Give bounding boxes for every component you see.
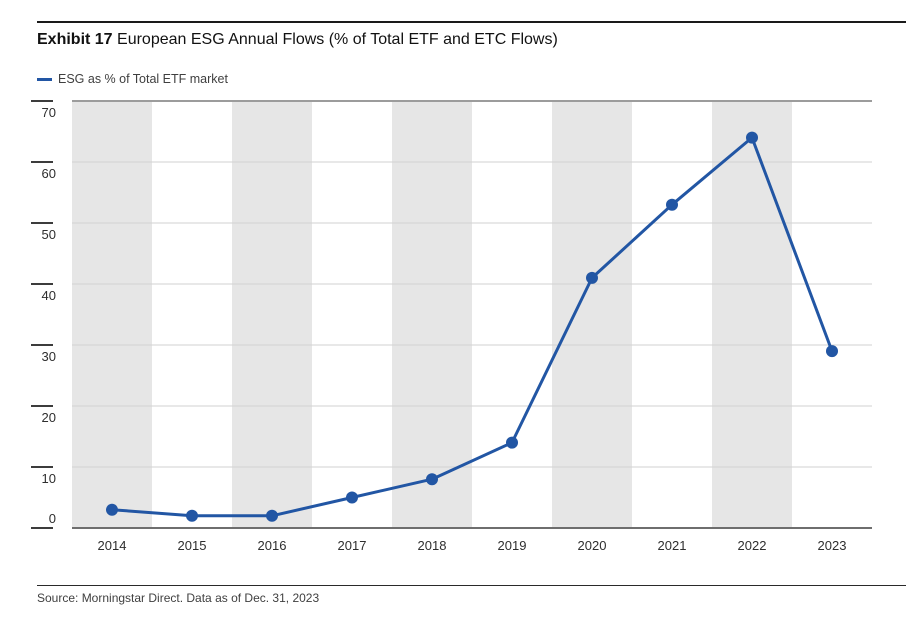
data-point — [346, 491, 358, 504]
x-tick-label: 2017 — [338, 538, 367, 553]
x-tick-label: 2015 — [178, 538, 207, 553]
y-tick-label: 30 — [42, 349, 56, 364]
series-line — [110, 136, 834, 518]
exhibit-title: Exhibit 17 European ESG Annual Flows (% … — [37, 31, 558, 49]
plot-band — [392, 102, 472, 528]
x-tick-label: 2020 — [578, 538, 607, 553]
x-tick-label: 2016 — [258, 538, 287, 553]
data-point — [186, 509, 198, 522]
data-point — [586, 271, 598, 284]
plot-band — [712, 102, 792, 528]
x-tick-label: 2019 — [498, 538, 527, 553]
legend-label: ESG as % of Total ETF market — [58, 72, 228, 86]
y-tick-label: 10 — [42, 471, 56, 486]
x-tick-label: 2022 — [738, 538, 767, 553]
x-tick-label: 2014 — [98, 538, 127, 553]
data-point — [826, 345, 838, 358]
data-point — [426, 473, 438, 486]
y-tick-label: 60 — [42, 166, 56, 181]
line-chart: 0 10 20 30 40 50 60 70 2014 2015 2016 2017 2018 2019 2… — [31, 100, 872, 553]
source-note: Source: Morningstar Direct. Data as of D… — [37, 591, 320, 605]
data-point — [106, 503, 118, 516]
data-point — [746, 131, 758, 144]
x-tick-label: 2018 — [418, 538, 447, 553]
plot-band — [72, 102, 152, 528]
x-tick-label: 2023 — [818, 538, 847, 553]
x-tick-label: 2021 — [658, 538, 687, 553]
plot-band — [552, 102, 632, 528]
top-rule — [37, 21, 906, 23]
exhibit-number: Exhibit 17 — [37, 31, 113, 48]
data-point — [266, 509, 278, 522]
y-tick-label: 70 — [42, 105, 56, 120]
legend-line-swatch — [37, 77, 52, 81]
plot-band — [232, 102, 312, 528]
y-tick-label: 40 — [42, 288, 56, 303]
y-tick-label: 0 — [49, 511, 56, 526]
data-point — [666, 198, 678, 211]
data-point — [506, 436, 518, 449]
footer-rule — [37, 585, 906, 586]
y-tick-label: 20 — [42, 410, 56, 425]
legend: ESG as % of Total ETF market — [37, 72, 228, 86]
exhibit-title-text: European ESG Annual Flows (% of Total ET… — [117, 31, 558, 48]
y-tick-label: 50 — [42, 227, 56, 242]
